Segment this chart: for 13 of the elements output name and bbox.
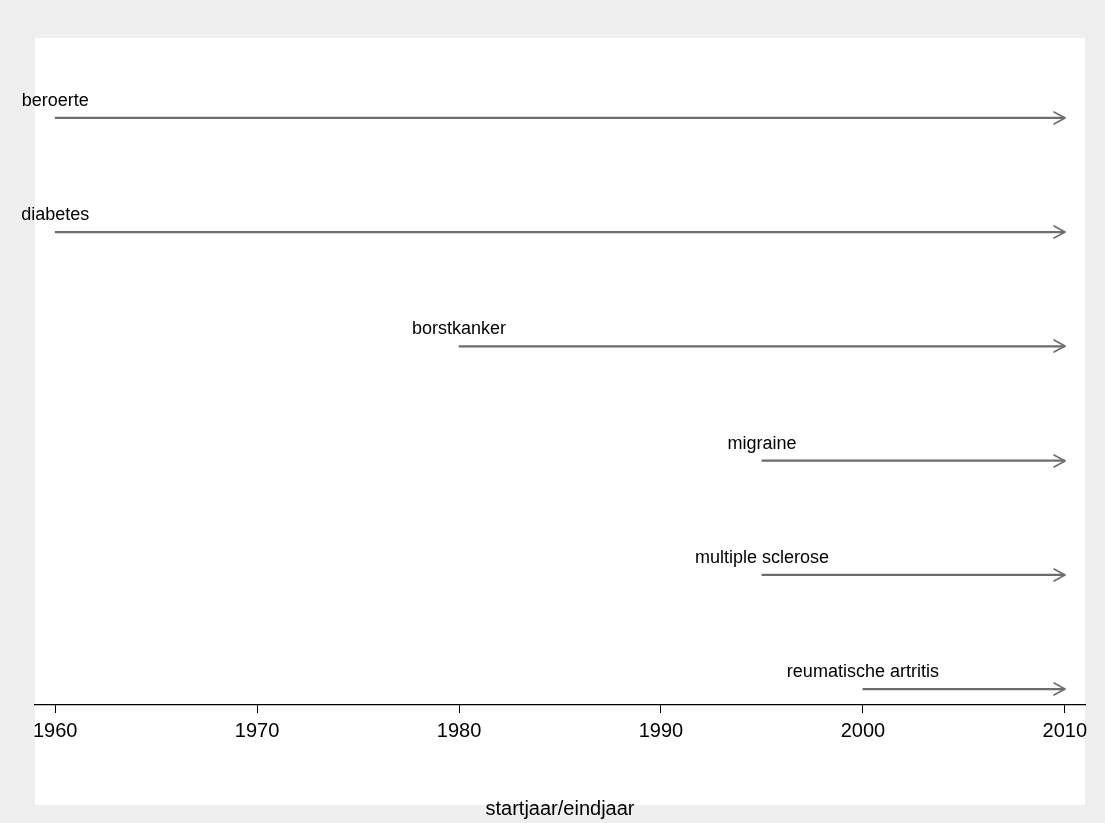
y-tick-label: migraine [727,432,797,453]
y-tick-label: diabetes [21,204,90,225]
x-tick-label: 1980 [436,718,482,741]
x-tick-label: 1960 [32,718,78,741]
y-tick-label: multiple sclerose [694,546,829,567]
y-tick-label: borstkanker [412,318,507,339]
x-tick-label: 1990 [638,718,684,741]
x-tick-label: 2010 [1042,718,1088,741]
y-tick-label: beroerte [21,89,89,110]
x-tick-label: 2000 [840,718,886,741]
x-axis-title: startjaar/eindjaar [485,796,635,819]
x-tick-label: 1970 [234,718,280,741]
y-tick-label: reumatische artritis [786,660,939,681]
